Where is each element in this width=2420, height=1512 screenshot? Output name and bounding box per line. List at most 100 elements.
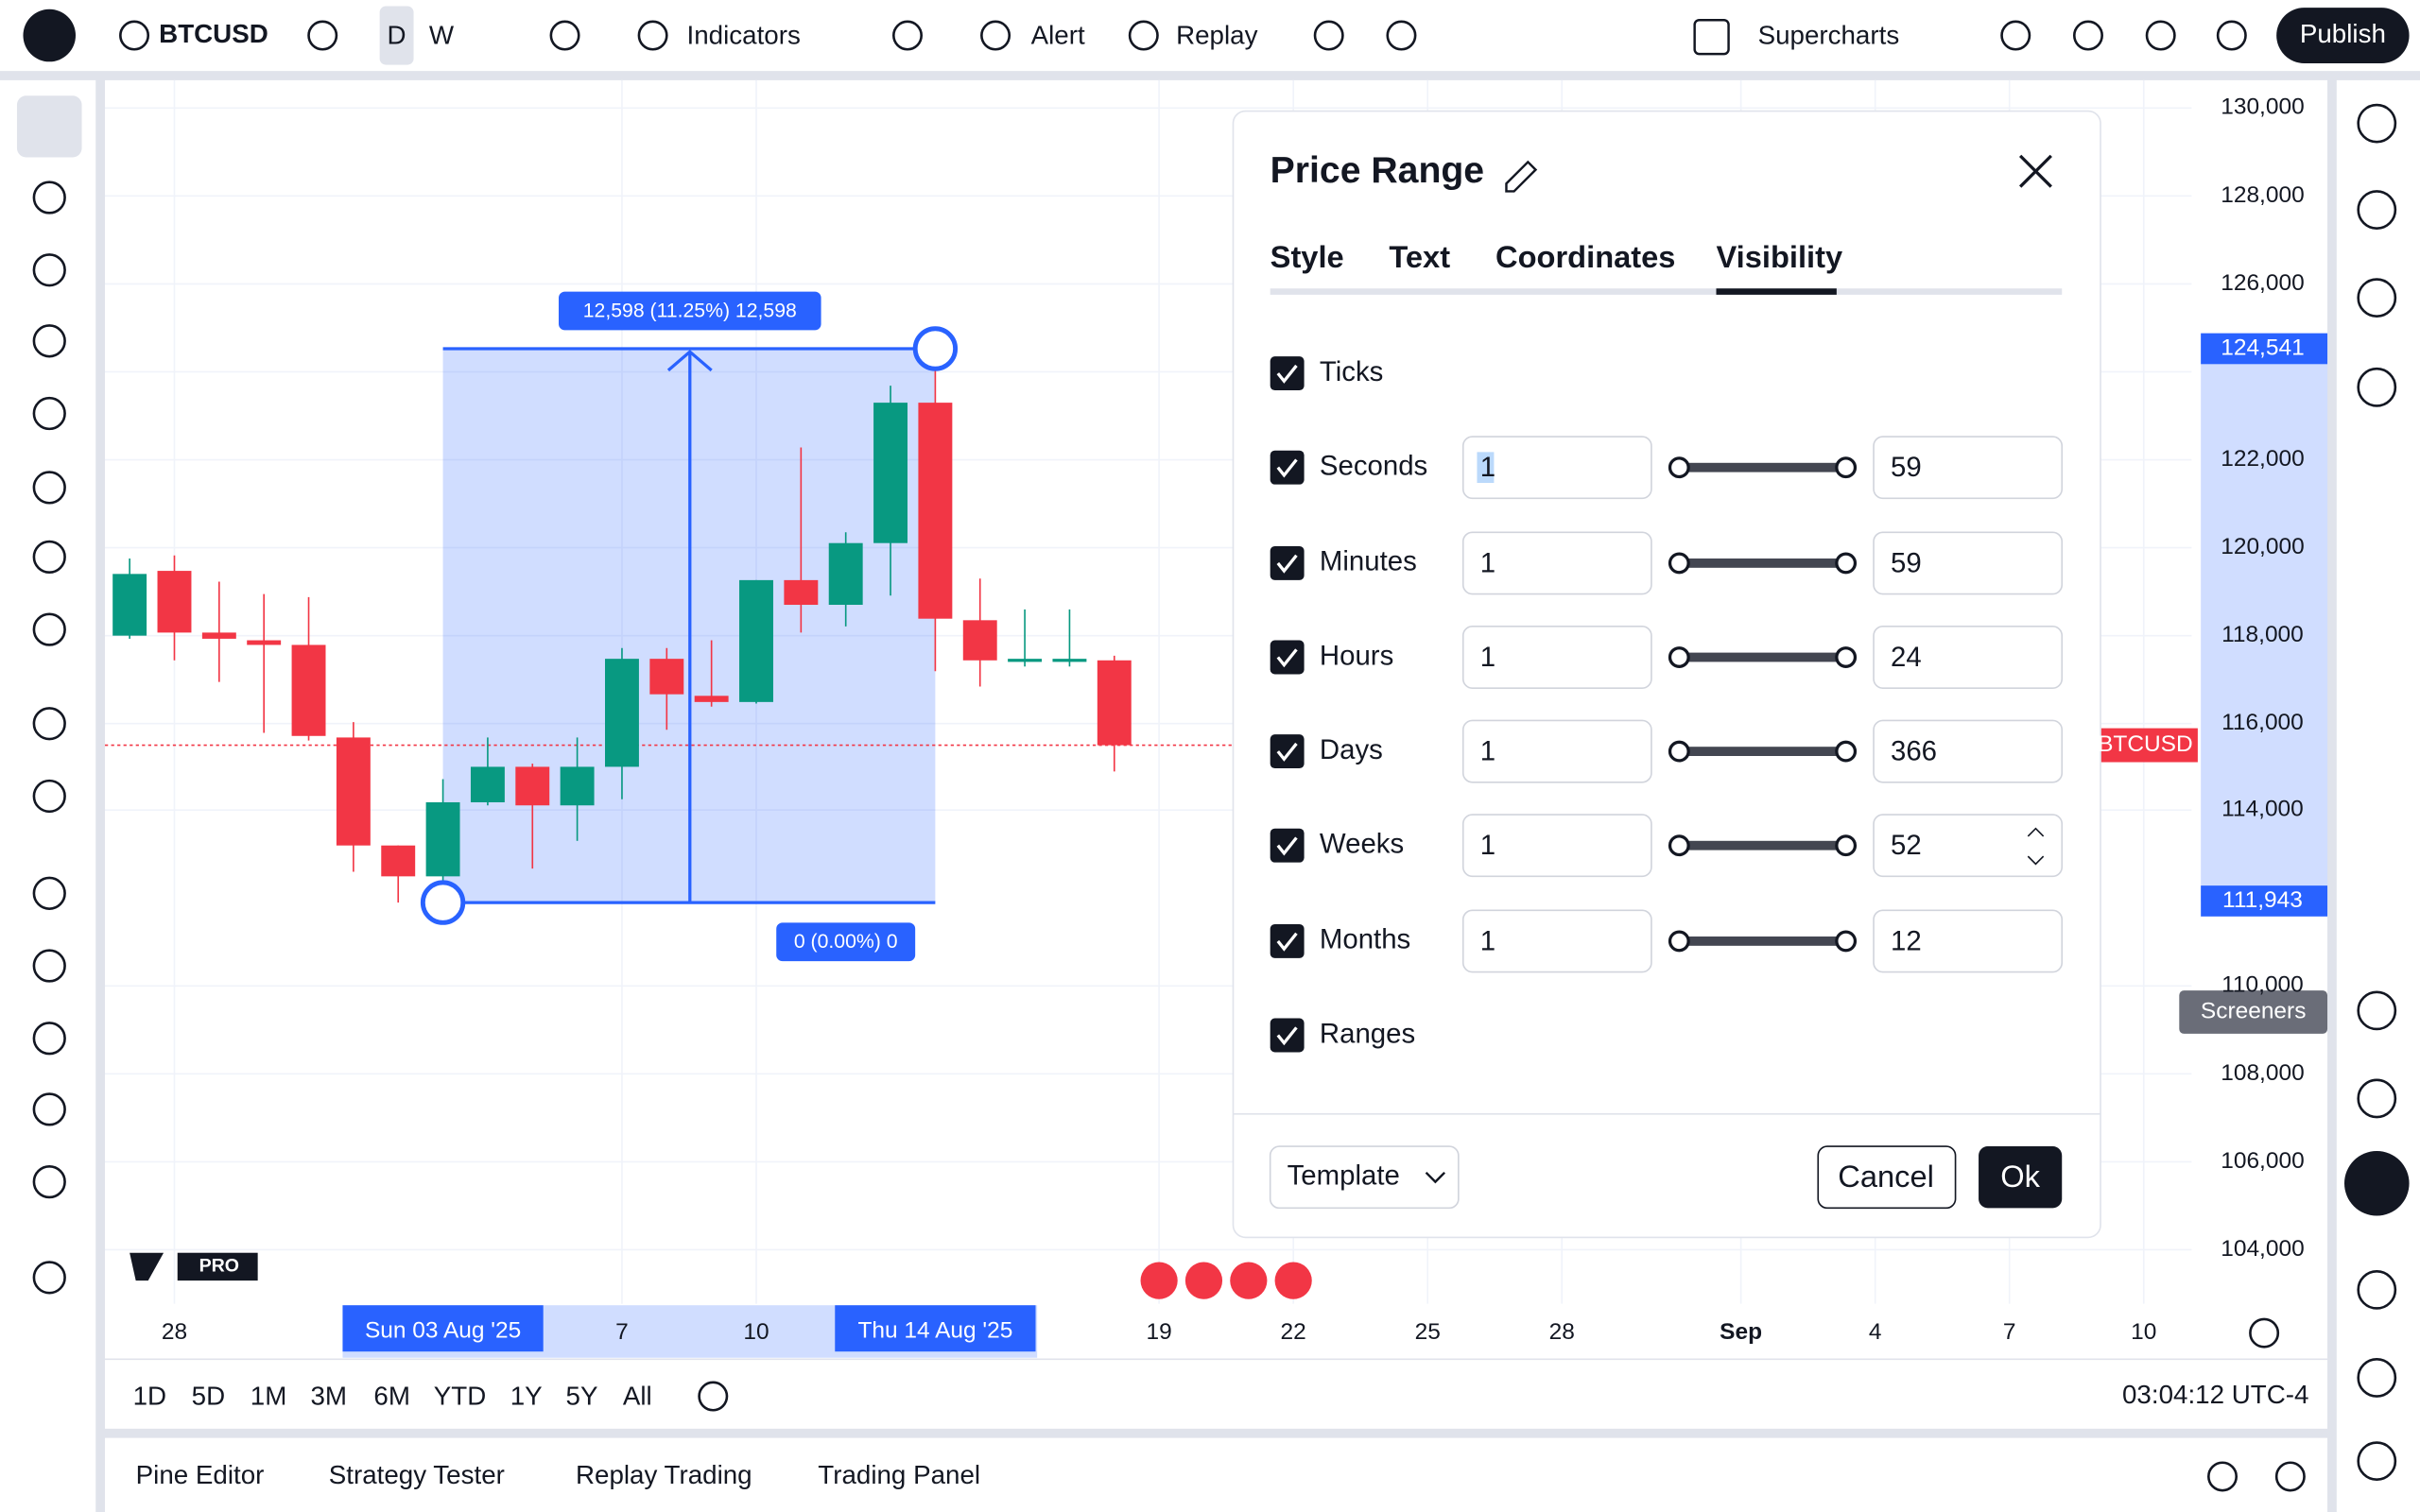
spin-down[interactable] xyxy=(2027,855,2045,866)
dialog-tab[interactable]: Coordinates xyxy=(1495,239,1675,274)
toolbar-icon[interactable] xyxy=(1128,20,1159,51)
slider-handle[interactable] xyxy=(1835,646,1858,668)
layout-icon[interactable] xyxy=(1693,19,1730,56)
template-select[interactable] xyxy=(1269,1145,1460,1210)
toolbar-icon[interactable] xyxy=(2216,20,2247,51)
layout-name[interactable]: Supercharts xyxy=(1758,21,1900,50)
crosshair-tool[interactable] xyxy=(16,95,82,158)
toolbar-icon[interactable] xyxy=(698,1381,729,1412)
slider-handle[interactable] xyxy=(1835,740,1858,763)
bottom-tab[interactable]: Replay Trading xyxy=(576,1460,752,1489)
min-input[interactable] xyxy=(1461,814,1652,878)
min-input[interactable] xyxy=(1461,719,1652,783)
timeframe[interactable]: 5Y xyxy=(566,1382,598,1411)
toolbar-icon[interactable] xyxy=(2274,1461,2306,1492)
dialog-tab[interactable]: Style xyxy=(1270,239,1344,274)
toolbar-icon[interactable] xyxy=(637,20,668,51)
side-icon[interactable] xyxy=(2357,190,2397,230)
logo[interactable] xyxy=(23,9,76,62)
side-icon[interactable] xyxy=(2357,103,2397,144)
toolbar-icon[interactable] xyxy=(1313,20,1344,51)
tool-icon[interactable] xyxy=(32,779,66,814)
bottom-tab[interactable]: Trading Panel xyxy=(818,1460,980,1489)
tool-icon[interactable] xyxy=(32,180,66,215)
toolbar-icon[interactable] xyxy=(2207,1461,2238,1492)
timeframe[interactable]: 1D xyxy=(133,1382,166,1411)
tool-icon[interactable] xyxy=(32,876,66,910)
handle[interactable] xyxy=(912,326,959,371)
max-input[interactable] xyxy=(1873,719,2064,783)
side-icon[interactable] xyxy=(2357,1270,2397,1310)
toolbar-icon[interactable] xyxy=(2000,20,2031,51)
max-input[interactable] xyxy=(1873,626,2064,689)
publish-button[interactable] xyxy=(2276,8,2410,63)
toolbar-icon[interactable] xyxy=(307,20,338,51)
symbol[interactable]: BTCUSD xyxy=(159,19,268,48)
side-icon[interactable] xyxy=(2357,1078,2397,1119)
tool-icon[interactable] xyxy=(32,1261,66,1295)
slider-handle[interactable] xyxy=(1668,930,1690,953)
tool-icon[interactable] xyxy=(32,540,66,575)
flag[interactable] xyxy=(1274,1262,1312,1299)
alert[interactable]: Alert xyxy=(1031,21,1085,50)
apps-button[interactable] xyxy=(2344,1150,2410,1216)
toolbar-icon[interactable] xyxy=(892,20,923,51)
tool-icon[interactable] xyxy=(32,612,66,646)
slider-handle[interactable] xyxy=(1668,834,1690,857)
min-input[interactable] xyxy=(1461,909,1652,973)
tool-icon[interactable] xyxy=(32,1092,66,1126)
tool-icon[interactable] xyxy=(32,1022,66,1056)
checkbox[interactable] xyxy=(1270,356,1305,391)
min-input[interactable] xyxy=(1461,436,1652,500)
checkbox[interactable] xyxy=(1270,640,1305,675)
spin-up[interactable] xyxy=(2027,827,2045,837)
slider-handle[interactable] xyxy=(1835,834,1858,857)
interval[interactable]: D xyxy=(388,21,406,50)
min-input[interactable] xyxy=(1461,626,1652,689)
tool-icon[interactable] xyxy=(32,324,66,358)
max-input[interactable] xyxy=(1873,531,2064,595)
checkbox[interactable] xyxy=(1270,828,1305,863)
max-input[interactable] xyxy=(1873,909,2064,973)
slider-handle[interactable] xyxy=(1835,552,1858,575)
bottom-tab[interactable]: Pine Editor xyxy=(136,1460,265,1489)
min-input[interactable] xyxy=(1461,531,1652,595)
toolbar-icon[interactable] xyxy=(2249,1317,2280,1349)
flag[interactable] xyxy=(1184,1262,1223,1299)
checkbox[interactable] xyxy=(1270,450,1305,485)
publish-label[interactable]: Publish xyxy=(2300,19,2386,48)
timeframe[interactable]: 1Y xyxy=(510,1382,543,1411)
toolbar-icon[interactable] xyxy=(1386,20,1417,51)
tool-icon[interactable] xyxy=(32,253,66,287)
cancel-button[interactable] xyxy=(1817,1145,1957,1210)
flag[interactable] xyxy=(1140,1262,1178,1299)
timeframe[interactable]: 6M xyxy=(373,1382,410,1411)
ok-button[interactable] xyxy=(1979,1146,2063,1209)
timeframe[interactable]: YTD xyxy=(434,1382,487,1411)
tool-icon[interactable] xyxy=(32,707,66,741)
tool-icon[interactable] xyxy=(32,471,66,505)
toolbar-icon[interactable] xyxy=(980,20,1011,51)
toolbar-icon[interactable] xyxy=(2145,20,2176,51)
side-icon[interactable] xyxy=(2357,990,2397,1031)
tool-icon[interactable] xyxy=(32,396,66,431)
slider-handle[interactable] xyxy=(1668,456,1690,479)
replay[interactable]: Replay xyxy=(1176,21,1258,50)
handle[interactable] xyxy=(420,880,466,925)
side-icon[interactable] xyxy=(2357,367,2397,407)
checkbox[interactable] xyxy=(1270,545,1305,580)
slider-handle[interactable] xyxy=(1835,456,1858,479)
checkbox[interactable] xyxy=(1270,1018,1305,1053)
timeframe[interactable]: 5D xyxy=(192,1382,225,1411)
max-input[interactable] xyxy=(1873,436,2064,500)
toolbar-icon[interactable] xyxy=(549,20,580,51)
indicators[interactable]: Indicators xyxy=(687,21,801,50)
slider-handle[interactable] xyxy=(1835,930,1858,953)
slider-handle[interactable] xyxy=(1668,740,1690,763)
checkbox[interactable] xyxy=(1270,923,1305,958)
tool-icon[interactable] xyxy=(32,949,66,983)
slider-handle[interactable] xyxy=(1668,646,1690,668)
side-icon[interactable] xyxy=(2357,1358,2397,1398)
flag[interactable] xyxy=(1230,1262,1268,1299)
slider-handle[interactable] xyxy=(1668,552,1690,575)
